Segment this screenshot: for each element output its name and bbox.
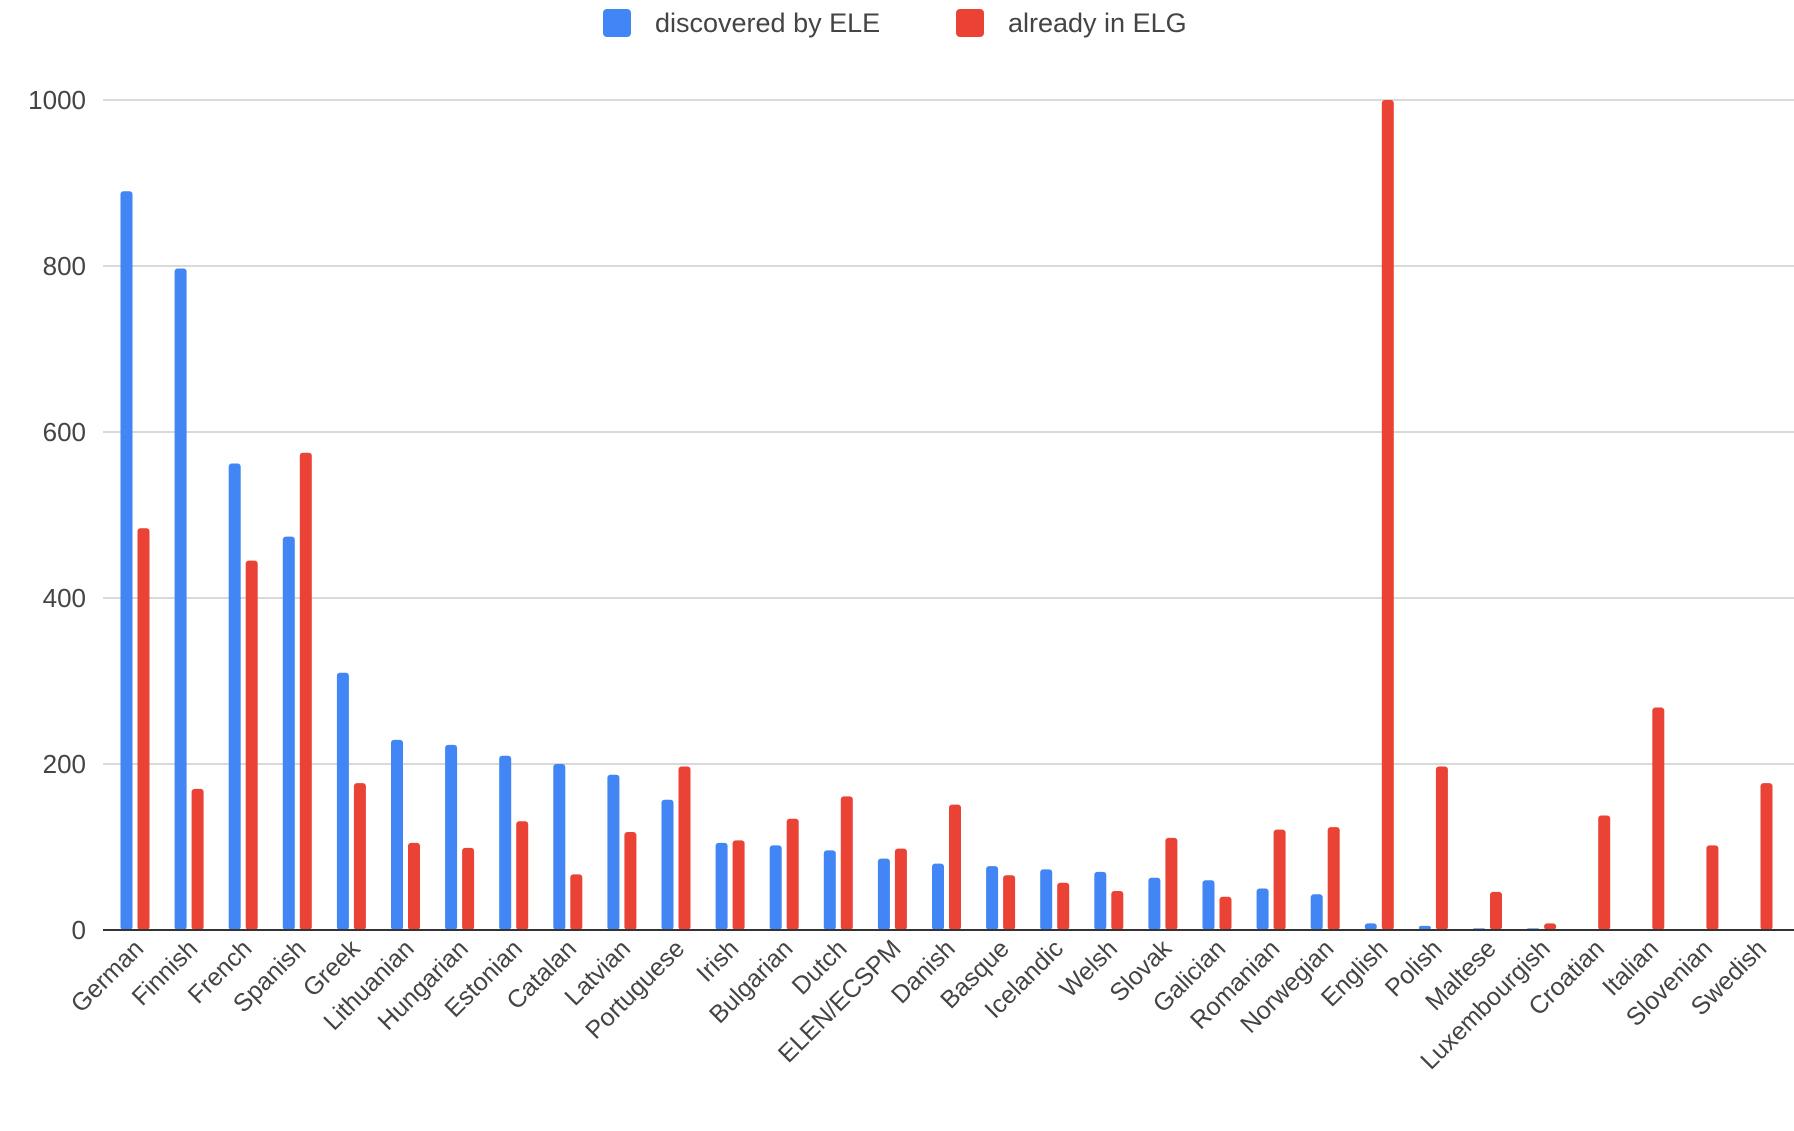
bar-discovered-by-ele — [336, 672, 349, 930]
bar-discovered-by-ele — [120, 191, 133, 931]
legend-item-ele: discovered by ELE — [603, 6, 880, 40]
bar-already-in-elg — [732, 840, 745, 930]
bar-already-in-elg — [678, 766, 691, 930]
legend-label-elg: already in ELG — [1008, 7, 1187, 38]
bar-already-in-elg — [1327, 827, 1340, 930]
y-tick-label: 200 — [43, 749, 86, 779]
bar-discovered-by-ele — [1094, 871, 1107, 930]
bar-already-in-elg — [1057, 882, 1070, 930]
bar-already-in-elg — [624, 832, 637, 930]
bar-already-in-elg — [1273, 829, 1286, 930]
bar-discovered-by-ele — [174, 268, 187, 930]
bar-discovered-by-ele — [1418, 925, 1431, 930]
bar-discovered-by-ele — [661, 799, 674, 930]
y-tick-label: 600 — [43, 417, 86, 447]
bar-already-in-elg — [840, 796, 853, 930]
y-tick-label: 0 — [72, 915, 86, 945]
bar-discovered-by-ele — [228, 463, 241, 930]
bar-discovered-by-ele — [823, 850, 836, 930]
bar-already-in-elg — [894, 848, 907, 930]
bar-already-in-elg — [1003, 875, 1016, 930]
bar-discovered-by-ele — [445, 744, 458, 930]
bar-discovered-by-ele — [1256, 888, 1269, 930]
y-tick-label: 400 — [43, 583, 86, 613]
bar-already-in-elg — [786, 818, 799, 930]
legend-item-elg: already in ELG — [956, 6, 1187, 40]
bar-already-in-elg — [299, 452, 312, 930]
bar-already-in-elg — [1435, 766, 1448, 930]
bar-already-in-elg — [1706, 845, 1719, 930]
bar-discovered-by-ele — [932, 863, 944, 930]
bar-discovered-by-ele — [499, 755, 512, 930]
bar-discovered-by-ele — [391, 739, 403, 930]
bar-already-in-elg — [516, 821, 529, 930]
bar-already-in-elg — [1111, 890, 1124, 930]
bar-already-in-elg — [1760, 783, 1773, 930]
bar-discovered-by-ele — [1202, 880, 1215, 930]
bar-already-in-elg — [408, 842, 420, 930]
bar-discovered-by-ele — [986, 866, 999, 930]
bar-already-in-elg — [462, 847, 475, 930]
bar-discovered-by-ele — [553, 764, 566, 930]
bar-discovered-by-ele — [877, 858, 890, 930]
bar-already-in-elg — [1381, 100, 1394, 930]
bar-discovered-by-ele — [1310, 894, 1323, 930]
bar-already-in-elg — [1598, 815, 1611, 930]
bar-discovered-by-ele — [607, 774, 620, 930]
bar-discovered-by-ele — [1040, 869, 1053, 930]
legend: discovered by ELE already in ELG — [0, 0, 1794, 50]
bar-discovered-by-ele — [769, 845, 782, 930]
bar-already-in-elg — [1219, 896, 1232, 930]
bar-already-in-elg — [1490, 891, 1502, 930]
bar-already-in-elg — [570, 874, 583, 930]
bar-already-in-elg — [137, 528, 150, 930]
y-tick-label: 1000 — [28, 85, 86, 115]
bar-already-in-elg — [245, 560, 258, 930]
bar-already-in-elg — [1544, 923, 1557, 930]
bar-discovered-by-ele — [1364, 923, 1377, 930]
bar-already-in-elg — [353, 783, 366, 930]
bar-already-in-elg — [1652, 707, 1665, 930]
bar-already-in-elg — [1165, 837, 1178, 930]
legend-swatch-ele — [603, 9, 631, 37]
legend-swatch-elg — [956, 9, 984, 37]
legend-label-ele: discovered by ELE — [655, 7, 881, 38]
y-tick-label: 800 — [43, 251, 86, 281]
bar-discovered-by-ele — [1148, 877, 1161, 930]
bar-already-in-elg — [191, 788, 204, 930]
bar-discovered-by-ele — [715, 842, 728, 930]
bar-already-in-elg — [949, 804, 961, 930]
bar-discovered-by-ele — [282, 536, 295, 930]
x-tick-label: German — [66, 934, 150, 1018]
